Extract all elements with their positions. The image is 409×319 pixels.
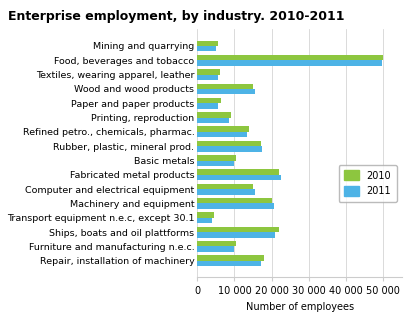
Bar (197, 55, 383, 60)
Bar (197, 261, 261, 266)
Bar (197, 218, 212, 223)
Bar (197, 255, 264, 261)
Text: Enterprise employment, by industry. 2010-2011: Enterprise employment, by industry. 2010… (8, 10, 345, 23)
Bar (197, 169, 279, 175)
Bar (197, 232, 275, 238)
Bar (197, 227, 279, 232)
Bar (197, 155, 236, 160)
Bar (197, 212, 214, 218)
Bar (197, 247, 234, 252)
Bar (197, 75, 218, 80)
Bar (197, 189, 255, 195)
Bar (197, 204, 274, 209)
X-axis label: Number of employees: Number of employees (245, 302, 354, 312)
Bar (197, 46, 216, 51)
Legend: 2010, 2011: 2010, 2011 (339, 165, 397, 202)
Bar (197, 175, 281, 180)
Bar (197, 132, 247, 137)
Bar (197, 69, 220, 75)
Bar (197, 141, 261, 146)
Bar (197, 84, 253, 89)
Bar (197, 103, 218, 109)
Bar (197, 198, 272, 204)
Bar (197, 184, 253, 189)
Bar (197, 160, 234, 166)
Bar (197, 60, 382, 66)
Bar (197, 41, 218, 46)
Bar (197, 118, 229, 123)
Bar (197, 89, 255, 94)
Bar (197, 146, 263, 152)
Bar (197, 126, 249, 132)
Bar (197, 241, 236, 247)
Bar (197, 112, 231, 118)
Bar (197, 98, 221, 103)
